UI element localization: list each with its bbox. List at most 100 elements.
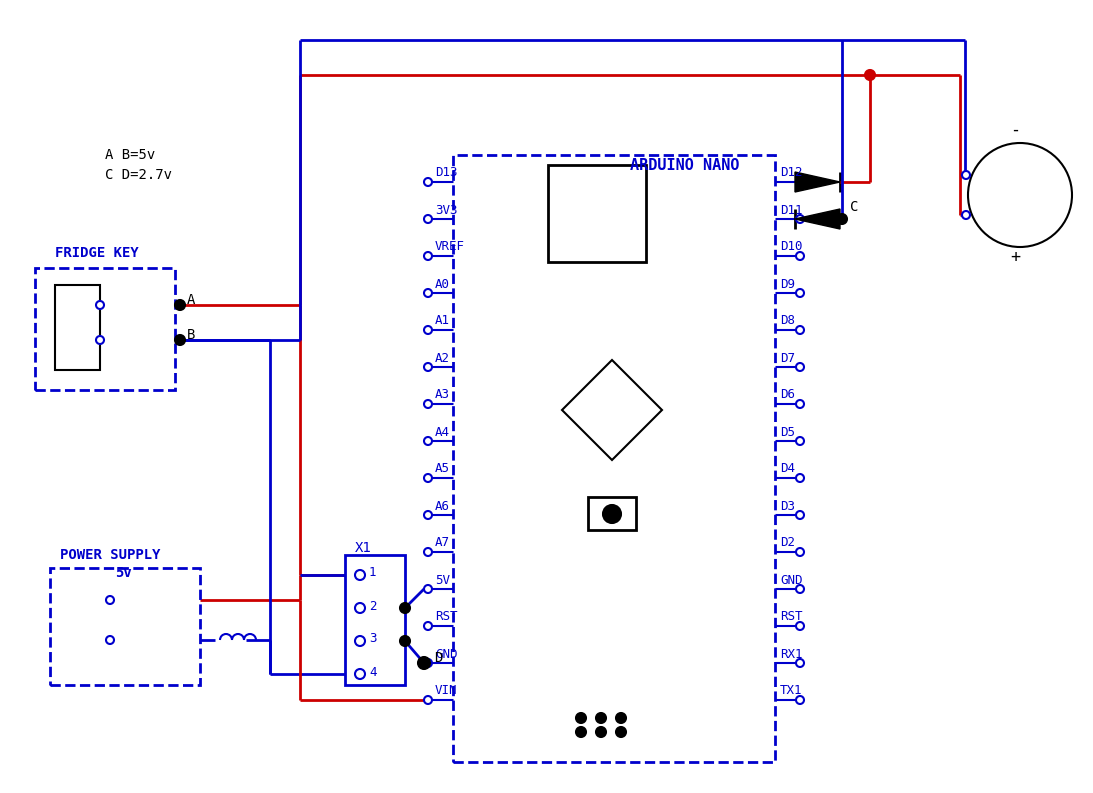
Text: 2: 2 <box>369 600 376 612</box>
Bar <box>345 555 406 685</box>
Text: D12: D12 <box>780 167 802 179</box>
Text: RST: RST <box>780 611 802 623</box>
Circle shape <box>796 511 804 519</box>
Circle shape <box>424 252 432 260</box>
Polygon shape <box>562 360 662 460</box>
Circle shape <box>424 511 432 519</box>
Circle shape <box>424 178 432 186</box>
Circle shape <box>796 474 804 482</box>
Circle shape <box>355 636 365 646</box>
Text: D10: D10 <box>780 240 802 254</box>
Circle shape <box>796 696 804 704</box>
Circle shape <box>424 585 432 593</box>
Circle shape <box>424 659 432 667</box>
Text: C: C <box>850 200 858 214</box>
Circle shape <box>355 669 365 679</box>
Circle shape <box>418 657 430 669</box>
Text: A1: A1 <box>435 315 450 328</box>
Circle shape <box>796 585 804 593</box>
Text: D: D <box>434 651 443 665</box>
Circle shape <box>796 659 804 667</box>
Circle shape <box>796 548 804 556</box>
Circle shape <box>962 171 969 179</box>
Text: RX1: RX1 <box>780 648 802 661</box>
Text: X1: X1 <box>355 541 372 555</box>
Circle shape <box>424 696 432 704</box>
Circle shape <box>616 727 626 737</box>
Text: A6: A6 <box>435 500 450 512</box>
Text: +: + <box>1010 248 1020 266</box>
Circle shape <box>796 363 804 371</box>
Text: GND: GND <box>435 648 458 661</box>
Text: D3: D3 <box>780 500 795 512</box>
Circle shape <box>424 289 432 297</box>
Text: A5: A5 <box>435 462 450 476</box>
Circle shape <box>400 636 410 646</box>
Circle shape <box>96 301 104 309</box>
Text: A2: A2 <box>435 351 450 365</box>
Circle shape <box>424 215 432 223</box>
Bar <box>588 497 636 530</box>
Text: D5: D5 <box>780 426 795 439</box>
Text: B: B <box>187 328 196 342</box>
Circle shape <box>175 300 185 310</box>
Circle shape <box>603 505 621 523</box>
Circle shape <box>616 713 626 723</box>
Text: -: - <box>1010 121 1020 139</box>
Text: ARDUINO NANO: ARDUINO NANO <box>630 158 740 173</box>
Circle shape <box>424 474 432 482</box>
Polygon shape <box>795 209 841 229</box>
Text: 1: 1 <box>369 566 376 580</box>
Circle shape <box>424 437 432 445</box>
Circle shape <box>796 178 804 186</box>
Text: D8: D8 <box>780 315 795 328</box>
Text: D4: D4 <box>780 462 795 476</box>
Text: 5v: 5v <box>115 566 132 580</box>
Circle shape <box>96 336 104 344</box>
Text: POWER SUPPLY: POWER SUPPLY <box>60 548 161 562</box>
Text: D2: D2 <box>780 537 795 550</box>
Circle shape <box>355 570 365 580</box>
Text: RST: RST <box>435 611 458 623</box>
Text: VIN: VIN <box>435 684 458 698</box>
Circle shape <box>796 289 804 297</box>
Circle shape <box>796 215 804 223</box>
Circle shape <box>424 363 432 371</box>
Circle shape <box>106 636 114 644</box>
Circle shape <box>968 143 1072 247</box>
Circle shape <box>865 70 875 80</box>
Text: A B=5v: A B=5v <box>105 148 155 162</box>
Text: TX1: TX1 <box>780 684 802 698</box>
Circle shape <box>576 727 586 737</box>
Text: A4: A4 <box>435 426 450 439</box>
Text: GND: GND <box>780 573 802 587</box>
Circle shape <box>424 326 432 334</box>
Text: 3V3: 3V3 <box>435 204 458 216</box>
Text: A7: A7 <box>435 537 450 550</box>
Text: C D=2.7v: C D=2.7v <box>105 168 172 182</box>
Text: VREF: VREF <box>435 240 465 254</box>
Text: D11: D11 <box>780 204 802 216</box>
Text: 5V: 5V <box>435 573 450 587</box>
Circle shape <box>796 252 804 260</box>
Text: 4: 4 <box>369 665 376 679</box>
Bar <box>35 268 175 390</box>
Text: D9: D9 <box>780 278 795 290</box>
Bar <box>50 568 200 685</box>
Text: 3: 3 <box>369 633 376 646</box>
Text: A3: A3 <box>435 389 450 401</box>
Circle shape <box>355 603 365 613</box>
Circle shape <box>424 622 432 630</box>
Bar <box>453 155 775 762</box>
Circle shape <box>796 622 804 630</box>
Text: D13: D13 <box>435 167 458 179</box>
Circle shape <box>106 596 114 604</box>
Circle shape <box>596 727 606 737</box>
Bar <box>548 165 646 262</box>
Circle shape <box>424 400 432 408</box>
Circle shape <box>175 335 185 345</box>
Text: D6: D6 <box>780 389 795 401</box>
Circle shape <box>796 400 804 408</box>
Text: A: A <box>187 293 196 307</box>
Text: A0: A0 <box>435 278 450 290</box>
